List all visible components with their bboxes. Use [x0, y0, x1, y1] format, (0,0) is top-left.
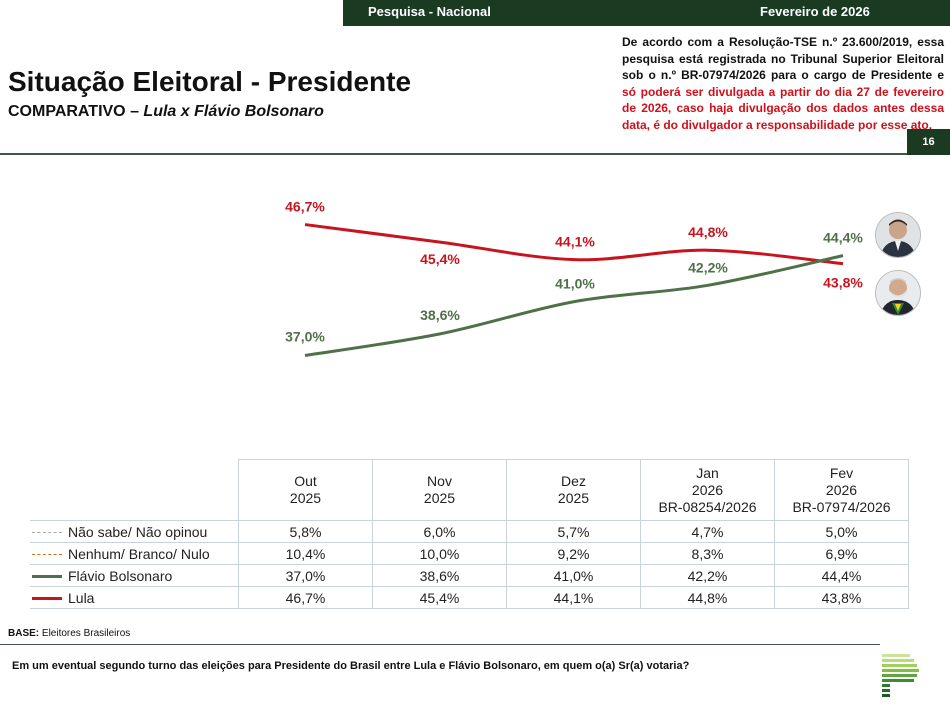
- data-label-flavio: 42,2%: [688, 259, 728, 275]
- table-cell: 9,2%: [506, 542, 641, 565]
- table-row: Não sabe/ Não opinou 5,8% 6,0% 5,7% 4,7%…: [30, 520, 909, 543]
- page-number: 16: [907, 129, 950, 155]
- footer-divider: [0, 644, 880, 645]
- table-corner: [30, 460, 239, 521]
- legend-swatch-undecided: [32, 532, 62, 534]
- row-label: Lula: [30, 586, 239, 609]
- data-label-lula: 45,4%: [420, 251, 460, 267]
- table-row: Nenhum/ Branco/ Nulo 10,4% 10,0% 9,2% 8,…: [30, 542, 909, 565]
- legend-swatch-null: [32, 554, 62, 556]
- table-cell: 6,0%: [372, 520, 507, 543]
- table-row: Lula 46,7% 45,4% 44,1% 44,8% 43,8%: [30, 586, 909, 609]
- table-cell: 5,0%: [774, 520, 909, 543]
- survey-date: Fevereiro de 2026: [760, 4, 870, 19]
- tse-notice: De acordo com a Resolução-TSE n.º 23.600…: [622, 34, 944, 133]
- table-row: Flávio Bolsonaro 37,0% 38,6% 41,0% 42,2%…: [30, 564, 909, 587]
- table-header-cell: Out 2025: [238, 459, 373, 521]
- table-cell: 4,7%: [640, 520, 775, 543]
- table-cell: 38,6%: [372, 564, 507, 587]
- table-cell: 45,4%: [372, 586, 507, 609]
- series-line-lula: [304, 223, 844, 266]
- row-label: Nenhum/ Branco/ Nulo: [30, 542, 239, 565]
- data-label-lula: 46,7%: [285, 199, 325, 215]
- page-title: Situação Eleitoral - Presidente: [8, 66, 412, 97]
- table-cell: 44,4%: [774, 564, 909, 587]
- table-cell: 44,1%: [506, 586, 641, 609]
- data-label-lula: 44,8%: [688, 224, 728, 240]
- row-label: Flávio Bolsonaro: [30, 564, 239, 587]
- line-chart: 46,7% 45,4% 44,1% 44,8% 43,8% 37,0% 38,6% 41,0%…: [285, 199, 863, 357]
- base-note: BASE: Eleitores Brasileiros: [8, 628, 131, 639]
- subtitle-italic: Lula x Flávio Bolsonaro: [143, 103, 324, 120]
- table-cell: 8,3%: [640, 542, 775, 565]
- header-divider: [0, 153, 907, 155]
- table-header-cell: Jan 2026 BR-08254/2026: [640, 459, 775, 521]
- table-cell: 46,7%: [238, 586, 373, 609]
- table-cell: 41,0%: [506, 564, 641, 587]
- survey-scope: Pesquisa - Nacional: [368, 4, 491, 19]
- table-header-cell: Dez 2025: [506, 459, 641, 521]
- page-subtitle: COMPARATIVO – Lula x Flávio Bolsonaro: [8, 103, 324, 121]
- table-cell: 44,8%: [640, 586, 775, 609]
- tse-notice-text: De acordo com a Resolução-TSE n.º 23.600…: [622, 35, 944, 82]
- table-header-row: Out 2025 Nov 2025 Dez 2025 Jan 2026 BR-08254/…: [30, 459, 909, 521]
- table-header-cell: Nov 2025: [372, 459, 507, 521]
- data-label-flavio: 41,0%: [555, 276, 595, 292]
- data-label-lula: 44,1%: [555, 234, 595, 250]
- table-header-cell: Fev 2026 BR-07974/2026: [774, 459, 909, 521]
- legend-swatch-lula: [32, 597, 62, 601]
- subtitle-prefix: COMPARATIVO –: [8, 103, 144, 120]
- table-cell: 10,0%: [372, 542, 507, 565]
- table-cell: 43,8%: [774, 586, 909, 609]
- table-cell: 42,2%: [640, 564, 775, 587]
- table-cell: 5,7%: [506, 520, 641, 543]
- data-label-flavio: 37,0%: [285, 329, 325, 345]
- results-table: Out 2025 Nov 2025 Dez 2025 Jan 2026 BR-08254/…: [30, 459, 909, 609]
- table-cell: 5,8%: [238, 520, 373, 543]
- flavio-bolsonaro-photo-icon: [875, 212, 921, 258]
- data-label-flavio: 38,6%: [420, 307, 460, 323]
- table-cell: 6,9%: [774, 542, 909, 565]
- table-cell: 10,4%: [238, 542, 373, 565]
- legend-swatch-flavio: [32, 575, 62, 579]
- series-line-flavio: [304, 254, 844, 357]
- data-label-lula: 43,8%: [823, 275, 863, 291]
- header-bar: Pesquisa - Nacional Fevereiro de 2026: [343, 0, 950, 26]
- survey-question: Em um eventual segundo turno das eleiçõe…: [12, 660, 690, 672]
- brand-logo-icon: [882, 654, 919, 697]
- tse-notice-warning: só poderá ser divulgada a partir do dia …: [622, 84, 944, 132]
- row-label: Não sabe/ Não opinou: [30, 520, 239, 543]
- table-cell: 37,0%: [238, 564, 373, 587]
- data-label-flavio: 44,4%: [823, 230, 863, 246]
- lula-photo-icon: [875, 270, 921, 316]
